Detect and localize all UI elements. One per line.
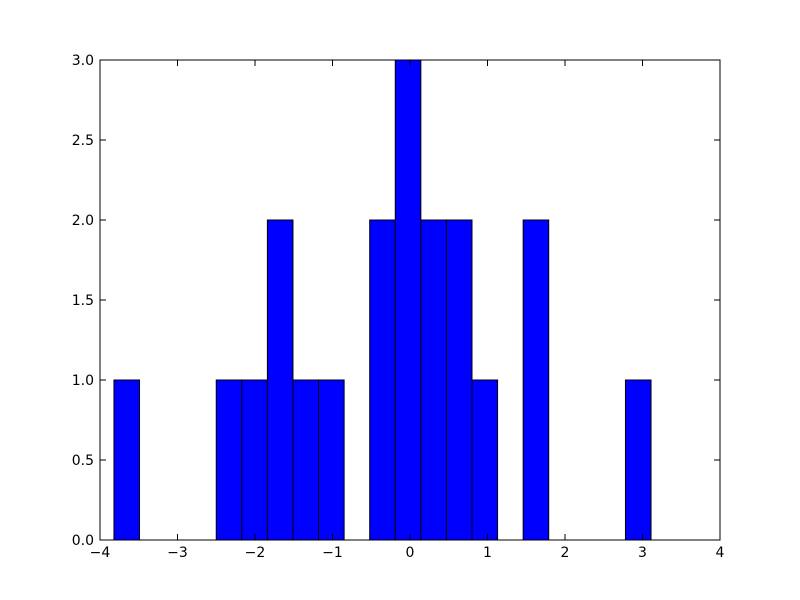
y-tick-label: 3.0	[72, 53, 94, 69]
x-tick-label: −3	[167, 545, 188, 561]
bar	[624, 379, 652, 541]
bar	[369, 219, 396, 541]
bar	[113, 379, 141, 541]
bar	[445, 219, 473, 541]
x-tick-label: 3	[638, 545, 647, 561]
y-tick-label: 2.0	[72, 213, 94, 229]
bar	[241, 379, 268, 541]
bar	[266, 219, 294, 541]
bar	[394, 59, 422, 541]
x-tick-label: 4	[716, 545, 725, 561]
y-tick-label: 1.0	[72, 373, 94, 389]
bar	[292, 379, 320, 541]
y-tick-label: 0.5	[72, 453, 94, 469]
bar	[318, 379, 345, 541]
x-tick-label: −4	[90, 545, 111, 561]
bar	[215, 379, 243, 541]
y-tick-label: 0.0	[72, 533, 94, 549]
x-tick-label: 2	[561, 545, 570, 561]
bar	[471, 379, 499, 541]
x-tick-label: 1	[483, 545, 492, 561]
x-tick-label: 0	[406, 545, 415, 561]
x-tick-label: −2	[245, 545, 266, 561]
x-tick-label: −1	[322, 545, 343, 561]
bar	[522, 219, 550, 541]
bar	[420, 219, 447, 541]
y-tick-label: 2.5	[72, 133, 94, 149]
y-tick-label: 1.5	[72, 293, 94, 309]
